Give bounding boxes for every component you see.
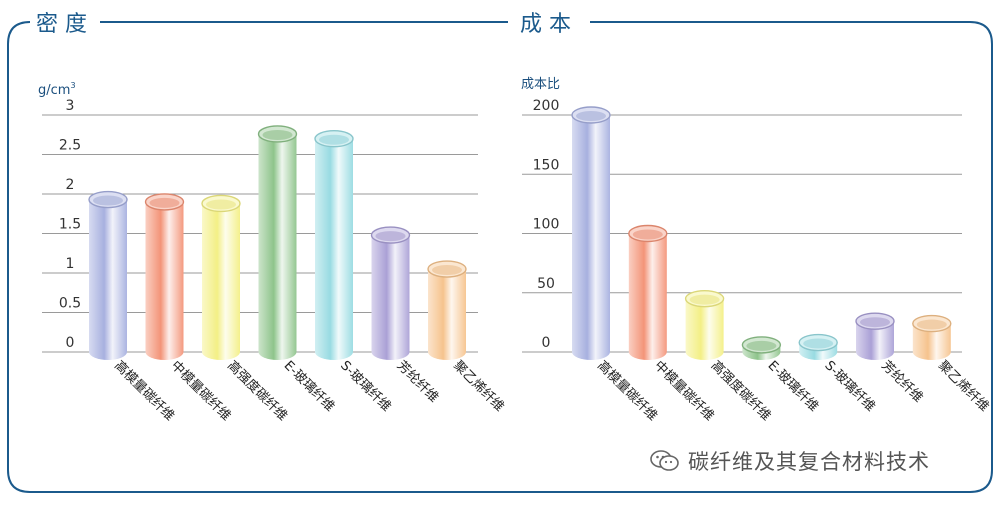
- bar-top-inner: [149, 197, 180, 208]
- bar-1: [144, 193, 185, 360]
- bar-top-inner: [206, 199, 236, 210]
- bar-2: [201, 194, 241, 360]
- y-tick-label: 2.5: [59, 138, 81, 154]
- bar-body: [371, 235, 410, 360]
- bar-body: [89, 199, 127, 360]
- bar-0: [88, 190, 128, 360]
- cost-panel-title: 成 本: [520, 12, 571, 37]
- bar-top-inner: [262, 129, 293, 140]
- bar-body: [258, 133, 297, 360]
- bar-5: [855, 312, 895, 360]
- y-tick-label: 1: [66, 256, 75, 272]
- y-tick-label: 50: [537, 276, 555, 292]
- x-tick-label: 聚乙烯纤维: [935, 358, 992, 415]
- bar-top-inner: [860, 317, 890, 328]
- bar-2: [684, 289, 725, 360]
- bar-top-inner: [375, 231, 406, 242]
- bar-0: [571, 106, 611, 360]
- x-tick-label: 高强度碳纤维: [708, 358, 774, 424]
- bar-top-inner: [319, 134, 349, 145]
- bar-body: [628, 233, 667, 360]
- density-chart: g/cm300.511.522.53高模量碳纤维中模量碳纤维高强度碳纤维E-玻璃…: [38, 81, 507, 424]
- y-tick-label: 150: [533, 157, 560, 173]
- x-tick-label: 中模量碳纤维: [651, 358, 717, 424]
- bar-top-inner: [803, 338, 834, 349]
- x-tick-label: E-玻璃纤维: [765, 358, 822, 415]
- bar-body: [912, 323, 951, 360]
- bar-body: [145, 201, 184, 360]
- bar-top-inner: [916, 319, 947, 330]
- bar-top-inner: [432, 265, 462, 276]
- density-panel-title: 密 度: [36, 12, 87, 37]
- y-axis-label: g/cm3: [38, 81, 76, 98]
- bar-top-inner: [746, 340, 777, 351]
- bar-6: [427, 260, 467, 360]
- watermark-text: 碳纤维及其复合材料技术: [688, 450, 930, 474]
- x-tick-label: 高模量碳纤维: [594, 358, 660, 424]
- y-axis-label: 成本比: [521, 77, 560, 92]
- y-tick-label: 3: [66, 98, 75, 114]
- bar-top-inner: [93, 195, 123, 206]
- x-tick-label: 芳纶纤维: [394, 358, 441, 405]
- x-tick-label: S-玻璃纤维: [821, 358, 878, 415]
- bar-top-inner: [576, 111, 606, 121]
- bar-1: [628, 224, 668, 360]
- bar-body: [202, 203, 240, 360]
- bar-5: [370, 226, 411, 360]
- x-tick-label: 芳纶纤维: [878, 358, 925, 405]
- y-tick-label: 0: [66, 335, 75, 351]
- bar-body: [856, 321, 894, 360]
- bar-3: [257, 125, 298, 360]
- y-tick-label: 1.5: [59, 217, 81, 233]
- bar-top-inner: [689, 294, 720, 305]
- bar-4: [798, 333, 838, 360]
- bar-body: [315, 138, 353, 360]
- y-axis-label-superscript: 3: [70, 81, 75, 90]
- x-tick-label: S-玻璃纤维: [337, 358, 394, 415]
- bar-body: [572, 115, 610, 360]
- y-tick-label: 2: [66, 177, 75, 193]
- bar-body: [428, 269, 466, 360]
- bar-4: [314, 129, 354, 360]
- bar-top-inner: [632, 229, 663, 240]
- wechat-icon: [650, 450, 680, 472]
- x-tick-label: E-玻璃纤维: [281, 358, 338, 415]
- bar-3: [741, 336, 782, 360]
- y-tick-label: 0: [542, 335, 551, 351]
- y-tick-label: 0.5: [59, 296, 81, 312]
- x-tick-label: 聚乙烯纤维: [450, 358, 507, 415]
- watermark: 碳纤维及其复合材料技术: [650, 446, 930, 476]
- y-tick-label: 200: [533, 98, 560, 114]
- bar-6: [912, 314, 952, 360]
- bar-body: [685, 298, 724, 360]
- y-tick-label: 100: [533, 217, 560, 233]
